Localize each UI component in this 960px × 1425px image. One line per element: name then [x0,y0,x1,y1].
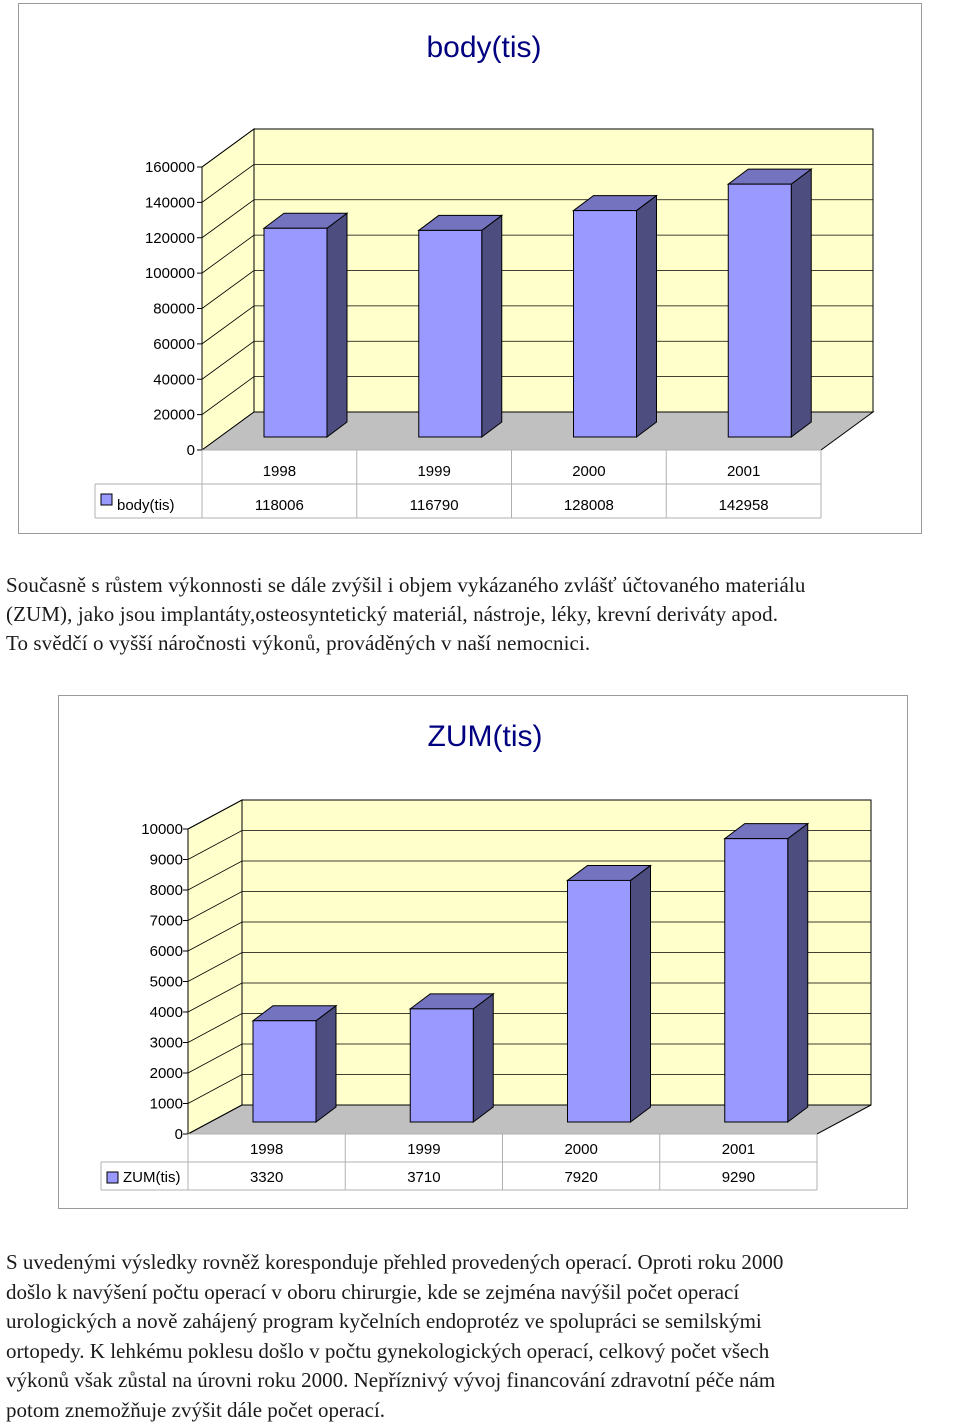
text-line: došlo k navýšení počtu operací v oboru c… [6,1278,958,1308]
y-tick-label: 9000 [150,852,183,869]
bar-side [473,994,493,1122]
y-tick-label: 160000 [145,159,195,176]
table-value: 9290 [722,1169,755,1186]
y-tick-label: 6000 [150,943,183,960]
text-line: potom znemožňuje zvýšit dále počet opera… [6,1396,958,1425]
table-value: 7920 [564,1169,597,1186]
y-tick-label: 1000 [150,1096,183,1113]
table-value: 118006 [255,497,304,514]
x-category-label: 1999 [417,463,450,480]
bar [725,839,788,1122]
x-category-label: 1998 [263,463,296,480]
bar-side [631,865,651,1122]
bar-side [637,196,657,437]
x-category-label: 2001 [727,463,760,480]
y-tick-label: 3000 [150,1035,183,1052]
legend-key [101,494,112,505]
bar-side [482,215,502,437]
y-tick-label: 10000 [141,821,183,838]
y-tick-label: 140000 [145,194,195,211]
y-tick-label: 5000 [150,974,183,991]
text-line: S uvedenými výsledky rovněž koresponduje… [6,1248,958,1278]
bar [728,184,791,437]
chart-zum-svg: ZUM(tis) 0 1000 2000 3000 4000 5000 6000 7000 800… [59,696,909,1210]
table-value: 3710 [407,1169,440,1186]
y-tick-label: 8000 [150,882,183,899]
chart-body-svg: body(tis) 0 20000 40000 60000 80000 100000 1200… [19,4,923,535]
table-value: 116790 [410,497,459,514]
bar-side [788,824,808,1122]
text-line: výkonů však zůstal na úrovni roku 2000. … [6,1366,958,1396]
y-tick-label: 120000 [145,230,195,247]
table-value: 128008 [564,497,614,514]
y-tick-label: 4000 [150,1004,183,1021]
paragraph-operations: S uvedenými výsledky rovněž koresponduje… [6,1248,958,1425]
table-value: 142958 [719,497,769,514]
legend-label: body(tis) [117,497,175,514]
x-category-label: 1999 [407,1141,440,1158]
bar [568,880,631,1122]
bar-side [327,213,347,437]
bar [419,230,482,437]
y-tick-label: 40000 [153,371,195,388]
legend-key [107,1172,118,1183]
x-category-label: 2001 [722,1141,755,1158]
paragraph-zum: Současně s růstem výkonnosti se dále zvý… [6,571,958,658]
bar [264,228,327,437]
y-tick-label: 100000 [145,265,195,282]
y-tick-label: 2000 [150,1065,183,1082]
chart-zum: ZUM(tis) 0 1000 2000 3000 4000 5000 6000 7000 800… [58,695,908,1209]
text-line: urologických a nově zahájený program kyč… [6,1307,958,1337]
y-tick-label: 0 [175,1126,183,1143]
bar-side [316,1006,336,1122]
text-line: To svědčí o vyšší náročnosti výkonů, pro… [6,629,958,658]
bar [574,211,637,437]
legend-label: ZUM(tis) [123,1169,180,1186]
y-tick-label: 80000 [153,301,195,318]
text-line: Současně s růstem výkonnosti se dále zvý… [6,571,958,600]
bar [410,1009,473,1122]
x-category-label: 1998 [250,1141,283,1158]
y-tick-label: 7000 [150,913,183,930]
bar [253,1021,316,1122]
text-line: ortopedy. K lehkému poklesu došlo v počt… [6,1337,958,1367]
chart-title: body(tis) [426,31,541,64]
y-tick-label: 0 [187,442,195,459]
chart-body: body(tis) 0 20000 40000 60000 80000 100000 1200… [18,3,922,534]
y-tick-label: 60000 [153,336,195,353]
table-value: 3320 [250,1169,283,1186]
x-category-label: 2000 [564,1141,597,1158]
x-category-label: 2000 [572,463,605,480]
chart-title: ZUM(tis) [428,720,543,753]
text-line: (ZUM), jako jsou implantáty,osteosynteti… [6,600,958,629]
y-tick-label: 20000 [153,407,195,424]
bar-side [791,169,811,437]
